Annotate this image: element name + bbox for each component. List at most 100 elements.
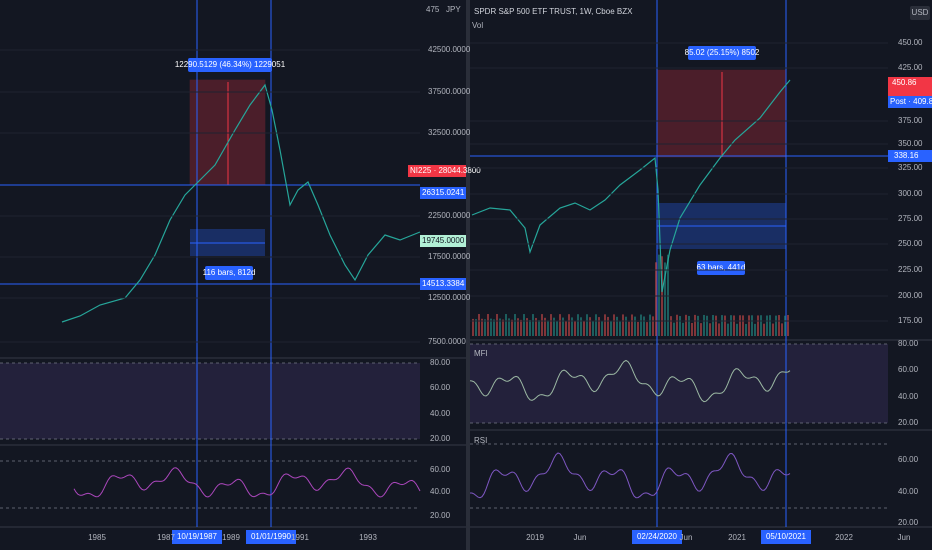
volume-bar [616, 316, 618, 336]
volume-bar [688, 315, 690, 336]
volume-bar [772, 323, 774, 336]
axis-label: 275.00 [898, 214, 923, 223]
line-tag: 338.16 [894, 151, 919, 160]
axis-label: 60.00 [898, 455, 919, 464]
volume-bar [622, 314, 624, 336]
volume-bar [742, 315, 744, 336]
volume-bar [703, 314, 705, 336]
volume-bar [517, 318, 519, 336]
axis-label: 20.00 [898, 418, 919, 427]
axis-label: 300.00 [898, 189, 923, 198]
volume-bar [721, 315, 723, 336]
volume-bar [556, 320, 558, 336]
volume-bar [496, 314, 498, 336]
axis-label: 40.00 [430, 487, 451, 496]
volume-bar [490, 318, 492, 336]
symbol-tag: NI225 · 28044.3800 [410, 166, 481, 175]
volume-bar [589, 317, 591, 336]
volume-bar [604, 314, 606, 336]
volume-bar [559, 314, 561, 336]
tag-bg [408, 165, 466, 177]
axis-label: 250.00 [898, 239, 923, 248]
dashes [0, 343, 888, 509]
tag-bg [188, 58, 272, 72]
volume-bar [679, 316, 681, 336]
last-tag: 19745.0000 [422, 236, 465, 245]
volume-bar [736, 323, 738, 336]
volume-bar [577, 314, 579, 336]
volume-bar [523, 314, 525, 336]
volume-bar [541, 314, 543, 336]
volume-bar [670, 316, 672, 336]
volume-bar [673, 322, 675, 336]
axis-label: 425.00 [898, 63, 923, 72]
rsi-label: RSI [474, 436, 487, 445]
tag-bg [420, 187, 466, 199]
tag-bg [688, 46, 756, 60]
tag-bg [205, 266, 253, 280]
axis-label: 60.00 [430, 465, 451, 474]
tag-bg [420, 235, 466, 247]
time-tag: 02/24/2020 [637, 532, 678, 541]
post-tag: Post · 409.88 [890, 97, 932, 106]
volume-bar [637, 321, 639, 336]
volume-bar [607, 316, 609, 336]
volume-bar [493, 319, 495, 336]
axis-label: 22500.0000 [428, 211, 471, 220]
volume-bar [583, 320, 585, 336]
line-tag: 14513.3384 [422, 279, 465, 288]
time-label: 2022 [835, 533, 853, 542]
time-label: Jun [574, 533, 587, 542]
oscillator-line [73, 467, 421, 498]
volume-bar [484, 319, 486, 336]
volume-bar [535, 317, 537, 336]
volume-bar [652, 316, 654, 336]
volume-bar [634, 316, 636, 336]
time-label: Jun [898, 533, 911, 542]
volume-bar [553, 317, 555, 336]
axis-label: 200.00 [898, 291, 923, 300]
panel-divider [466, 0, 470, 550]
time-tag: 01/01/1990 [251, 532, 292, 541]
volume-bar [619, 321, 621, 336]
volume-bar [550, 314, 552, 336]
axis-label: 325.00 [898, 163, 923, 172]
volume-bar [502, 319, 504, 336]
volume-bar [733, 315, 735, 336]
volume-bar [715, 315, 717, 336]
volume-bar [787, 314, 789, 336]
volume-bar [547, 320, 549, 336]
line-tag: 26315.0241 [422, 188, 465, 197]
volume-bar [706, 315, 708, 336]
volume-bar [649, 314, 651, 336]
mfi-band [470, 344, 888, 423]
volume-bar [520, 319, 522, 336]
volume-bar [601, 321, 603, 336]
volume-bar [655, 262, 657, 336]
volume-bar [475, 319, 477, 336]
volume-bar [628, 321, 630, 336]
volume-bar [730, 315, 732, 336]
time-label: 1987 [157, 533, 175, 542]
volume-bar [748, 315, 750, 336]
volume-bar [487, 314, 489, 336]
volume-bar [511, 319, 513, 336]
range-label: 116 bars, 812d [203, 268, 256, 277]
volume-bar [685, 314, 687, 336]
volume-bar [472, 318, 474, 336]
axis-label: 40.00 [430, 409, 451, 418]
volume-bar [751, 315, 753, 336]
volume-bar [640, 314, 642, 336]
volume-bar [631, 314, 633, 336]
volume-bar [766, 315, 768, 336]
oscillator-line [470, 452, 791, 499]
volume-bar [646, 322, 648, 336]
volume-bar [598, 317, 600, 336]
volume-bar [667, 254, 669, 336]
volume-bar [565, 320, 567, 336]
volume-bar [658, 254, 660, 336]
tag-bg [246, 530, 296, 544]
last-tag: 450.86 [892, 78, 917, 87]
volume-bar [694, 314, 696, 336]
axis-label: 350.00 [898, 139, 923, 148]
